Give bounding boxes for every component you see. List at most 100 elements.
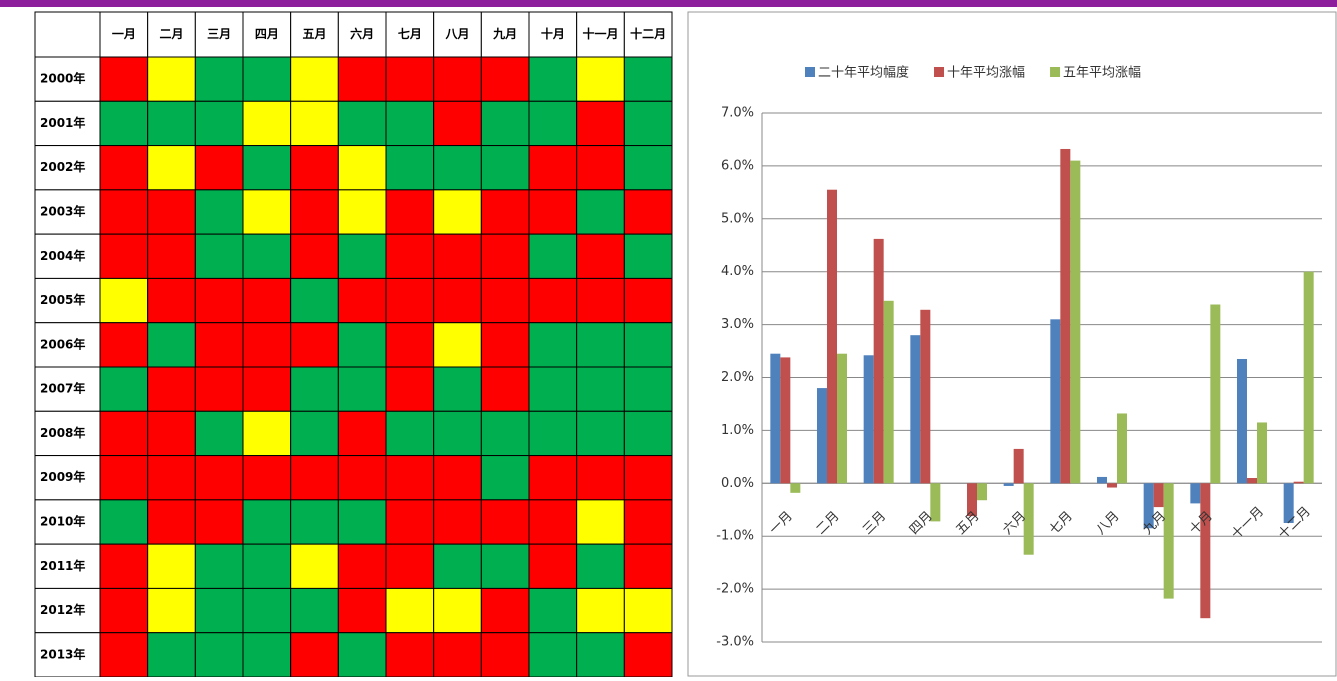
cell (194, 100, 244, 147)
cell (147, 455, 196, 501)
row-header: 2012年 (40, 602, 85, 617)
bar (1060, 148, 1071, 484)
cell (480, 56, 530, 102)
cell (385, 277, 435, 324)
cell (480, 189, 530, 235)
cell (528, 455, 578, 501)
cell (99, 100, 149, 147)
cell (480, 322, 530, 368)
cell (528, 322, 578, 368)
cell (385, 100, 435, 147)
row-header: 2011年 (40, 558, 85, 573)
cell (242, 632, 292, 678)
cell (623, 189, 673, 235)
cell (385, 366, 435, 412)
cell (242, 543, 292, 589)
column-header: 十二月 (630, 26, 666, 41)
cell (623, 499, 673, 545)
cell (576, 100, 625, 147)
column-header: 五月 (302, 27, 326, 41)
cell (337, 189, 387, 235)
y-tick-label: -3.0% (716, 635, 754, 650)
cell (385, 455, 435, 501)
bar (930, 483, 941, 522)
cell (99, 322, 149, 368)
row-header: 2010年 (40, 514, 85, 529)
cell (337, 410, 387, 457)
cell (623, 410, 673, 457)
y-tick-label: 5.0% (721, 211, 754, 226)
cell (242, 455, 292, 501)
row-header-cell (34, 543, 101, 589)
cell (623, 543, 673, 589)
cell (480, 277, 530, 324)
column-header: 四月 (255, 27, 279, 41)
y-tick-label: 2.0% (721, 370, 754, 385)
row-header-cell (34, 56, 101, 102)
bar (1190, 483, 1201, 504)
cell (480, 587, 530, 634)
cell (385, 632, 435, 678)
cell (528, 145, 578, 191)
cell (147, 145, 196, 191)
cell (290, 410, 339, 457)
bar (780, 357, 791, 484)
row-header-cell (34, 322, 101, 368)
cell (337, 322, 387, 368)
bar (1143, 483, 1154, 529)
top-bar (0, 0, 1337, 7)
bar (837, 353, 847, 484)
cell (385, 145, 435, 191)
cell (623, 277, 673, 324)
bar (910, 335, 921, 484)
cell (242, 587, 292, 634)
legend-label: 二十年平均幅度 (818, 65, 909, 81)
row-header: 2003年 (40, 204, 85, 219)
cell (147, 366, 196, 412)
y-tick-label: 3.0% (721, 317, 754, 332)
cell (528, 410, 578, 457)
cell (290, 543, 339, 589)
cell (290, 587, 339, 634)
bar (1070, 160, 1081, 484)
cell (337, 145, 387, 191)
bar (1303, 271, 1314, 484)
cell (528, 189, 578, 235)
column-header: 九月 (492, 26, 517, 41)
cell (576, 543, 625, 589)
bar (1013, 448, 1024, 484)
cell (433, 410, 482, 457)
cell (385, 322, 435, 368)
cell (147, 410, 196, 457)
column-header-cell (480, 11, 530, 58)
bar (1247, 478, 1257, 484)
cell (385, 587, 435, 634)
cell (480, 145, 530, 191)
cell (385, 410, 435, 457)
bar (1293, 481, 1304, 484)
cell (147, 543, 196, 589)
cell (480, 632, 530, 678)
row-header: 2008年 (40, 425, 85, 440)
bar (1107, 483, 1117, 488)
bar (920, 309, 931, 484)
cell (99, 366, 149, 412)
column-header-cell (576, 11, 625, 58)
bar (1097, 476, 1107, 484)
cell (623, 56, 673, 102)
cell (623, 100, 673, 147)
cell (576, 366, 625, 412)
y-tick-label: 6.0% (721, 158, 754, 173)
cell (194, 189, 244, 235)
row-header: 2000年 (40, 71, 85, 86)
cell (242, 100, 292, 147)
cell (576, 189, 625, 235)
cell (147, 233, 196, 279)
cell (242, 410, 292, 457)
cell (99, 233, 149, 279)
cell (147, 587, 196, 634)
column-header: 十月 (541, 26, 565, 41)
row-header: 2007年 (40, 381, 85, 396)
cell (576, 410, 625, 457)
